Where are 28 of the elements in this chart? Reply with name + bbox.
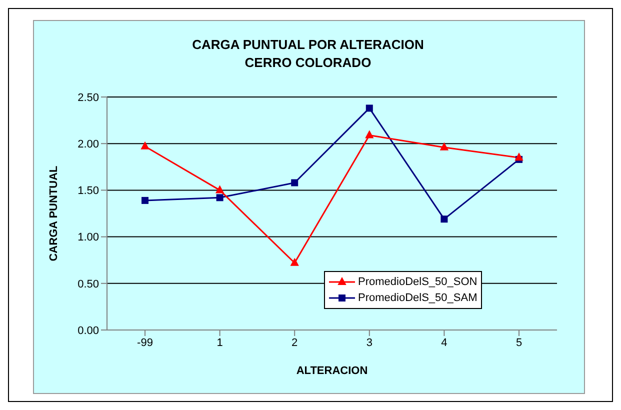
point <box>515 153 523 161</box>
point <box>365 130 374 138</box>
chart-title: CARGA PUNTUAL POR ALTERACION CERRO COLORADO <box>191 37 425 70</box>
y-tick-label: 0.00 <box>78 324 99 337</box>
point <box>291 179 298 186</box>
y-tick-label: 1.50 <box>78 185 99 198</box>
point <box>141 142 149 150</box>
x-tick-label: 5 <box>516 336 522 349</box>
x-tick-label: 1 <box>216 336 223 349</box>
point <box>216 186 224 194</box>
point <box>142 196 148 204</box>
point <box>440 216 448 223</box>
y-tick-label: 2.00 <box>78 138 99 151</box>
point <box>440 142 448 150</box>
y-tick-label: 2.50 <box>78 92 99 104</box>
legend-label: PromedioDelS_50_SON <box>358 275 478 290</box>
x-tick-label: 4 <box>441 336 448 349</box>
legend-label: PromedioDelS_50_SAM <box>358 291 478 306</box>
point <box>366 104 373 112</box>
y-axis-title: CARGA PUNTUAL <box>48 165 60 262</box>
x-tick-label: 2 <box>292 336 298 349</box>
x-axis-title: ALTERACION <box>296 365 368 377</box>
y-tick-label: 1.00 <box>78 232 99 244</box>
point <box>216 194 224 202</box>
x-tick-label: -99 <box>137 336 153 349</box>
x-tick-label: 3 <box>366 336 372 349</box>
y-tick-label: 0.50 <box>78 278 99 290</box>
point <box>290 258 299 266</box>
